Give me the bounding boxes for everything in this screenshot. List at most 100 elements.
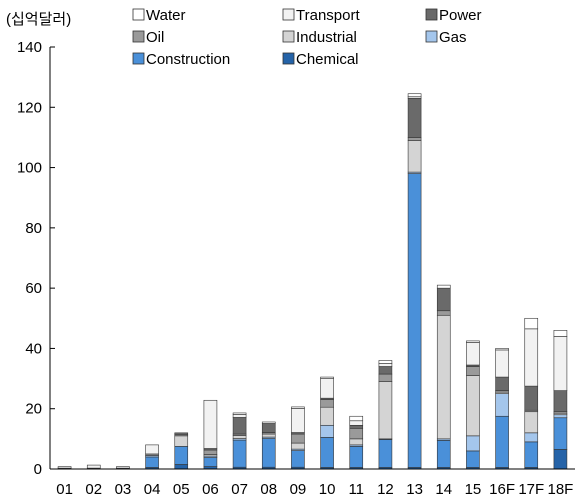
- bar-segment-transport: [320, 378, 334, 399]
- bar-segment-water: [407, 93, 422, 98]
- x-tick-label: 09: [290, 481, 307, 498]
- bar-segment-gas: [320, 424, 334, 438]
- legend-swatch-construction: [132, 52, 145, 65]
- x-tick-label: 07: [231, 481, 248, 498]
- bar-segment-transport: [524, 328, 539, 387]
- legend-label-gas: Gas: [439, 29, 467, 46]
- bar-segment-construction: [174, 446, 189, 465]
- legend: Water Transport Power Oil Industrial Gas Const…: [132, 7, 482, 68]
- x-tick-label: 13: [406, 481, 423, 498]
- x-tick-label: 14: [435, 481, 452, 498]
- legend-swatch-chemical: [282, 52, 295, 65]
- bar-segment-water: [320, 376, 334, 379]
- y-tick-label: 140: [17, 39, 42, 56]
- x-tick-label: 10: [319, 481, 336, 498]
- bar-segment-construction: [553, 417, 568, 450]
- bar-segment-construction: [145, 456, 159, 468]
- bars: [57, 93, 568, 470]
- bar-segment-power: [553, 390, 568, 413]
- bar-segment-water: [495, 348, 509, 351]
- legend-swatch-industrial: [282, 30, 295, 43]
- bar-segment-power: [349, 424, 364, 429]
- bar-segment-transport: [57, 466, 72, 469]
- bar-segment-construction: [378, 439, 393, 468]
- bar-segment-power: [407, 97, 422, 138]
- legend-label-oil: Oil: [146, 29, 164, 46]
- y-tick-label: 40: [25, 340, 42, 357]
- bar-segment-transport: [466, 342, 480, 366]
- bar-segment-water: [261, 421, 276, 424]
- x-tick-label: 02: [85, 481, 102, 498]
- bar-segment-construction: [495, 415, 509, 468]
- bar-segment-transport: [378, 363, 393, 367]
- bar-segment-construction: [291, 450, 305, 468]
- x-tick-label: 17F: [518, 481, 544, 498]
- x-tick-label: 03: [115, 481, 132, 498]
- bar-segment-power: [524, 385, 539, 411]
- x-tick-label: 08: [260, 481, 277, 498]
- x-tick-label: 06: [202, 481, 219, 498]
- bar-segment-construction: [232, 439, 247, 468]
- bar-segment-power: [174, 432, 189, 435]
- bar-segment-oil: [378, 373, 393, 382]
- bar-segment-oil: [466, 366, 480, 376]
- bar-segment-construction: [261, 438, 276, 468]
- x-tick-label: 05: [173, 481, 190, 498]
- x-tick-label: 18F: [547, 481, 573, 498]
- bar-segment-industrial: [466, 375, 480, 437]
- bar-segment-transport: [203, 399, 218, 449]
- bar-segment-gas: [553, 414, 568, 419]
- bar-segment-construction: [349, 446, 364, 468]
- y-tick-label: 20: [25, 401, 42, 418]
- bar-segment-transport: [495, 349, 509, 378]
- x-tick-label: 01: [56, 481, 73, 498]
- x-tick-label: 11: [348, 481, 364, 498]
- legend-label-water: Water: [146, 7, 185, 24]
- bar-segment-power: [378, 366, 393, 375]
- bar-segment-industrial: [349, 438, 364, 446]
- y-tick-label: 100: [17, 160, 42, 177]
- bar-segment-oil: [291, 433, 305, 444]
- bar-segment-water: [378, 360, 393, 364]
- bar-segment-transport: [553, 336, 568, 391]
- bar-segment-industrial: [436, 314, 451, 440]
- legend-swatch-transport: [282, 8, 295, 21]
- y-axis-label: (십억달러): [6, 11, 71, 28]
- legend-label-construction: Construction: [146, 51, 230, 68]
- legend-label-transport: Transport: [296, 7, 360, 24]
- bar-segment-oil: [436, 310, 451, 316]
- x-axis: 01 02 03 04 05 06 07 08 09 10 11 12 13 14 15 16F 17F 18F: [50, 468, 575, 498]
- bar-segment-construction: [436, 440, 451, 468]
- y-tick-label: 0: [34, 461, 42, 478]
- bar-segment-transport: [291, 408, 305, 433]
- bar-segment-industrial: [174, 435, 189, 447]
- bar-segment-construction: [320, 437, 334, 468]
- bar-segment-transport: [86, 464, 101, 469]
- bar-segment-water: [553, 330, 568, 337]
- bar-segment-chemical: [553, 449, 568, 470]
- bar-segment-water: [436, 284, 451, 289]
- bar-segment-oil: [203, 449, 218, 455]
- bar-segment-construction: [466, 450, 480, 468]
- bar-segment-power: [436, 287, 451, 312]
- y-tick-label: 60: [25, 280, 42, 297]
- x-tick-label: 04: [144, 481, 161, 498]
- bar-segment-industrial: [291, 442, 305, 450]
- bar-segment-construction: [524, 441, 539, 468]
- bar-segment-power: [261, 423, 276, 433]
- y-axis: 0 20 40 60 80 100 120 140: [17, 39, 55, 478]
- bar-segment-water: [466, 340, 480, 343]
- bar-segment-industrial: [524, 411, 539, 434]
- legend-swatch-oil: [132, 30, 145, 43]
- bar-segment-transport: [349, 420, 364, 426]
- bar-segment-construction: [407, 173, 422, 468]
- bar-segment-gas: [524, 432, 539, 443]
- bar-segment-water: [524, 317, 539, 330]
- bar-segment-water: [291, 406, 305, 409]
- bar-segment-gas: [495, 393, 509, 417]
- bar-segment-industrial: [261, 433, 276, 438]
- legend-swatch-water: [132, 8, 145, 21]
- bar-segment-industrial: [320, 406, 334, 426]
- legend-label-chemical: Chemical: [296, 51, 359, 68]
